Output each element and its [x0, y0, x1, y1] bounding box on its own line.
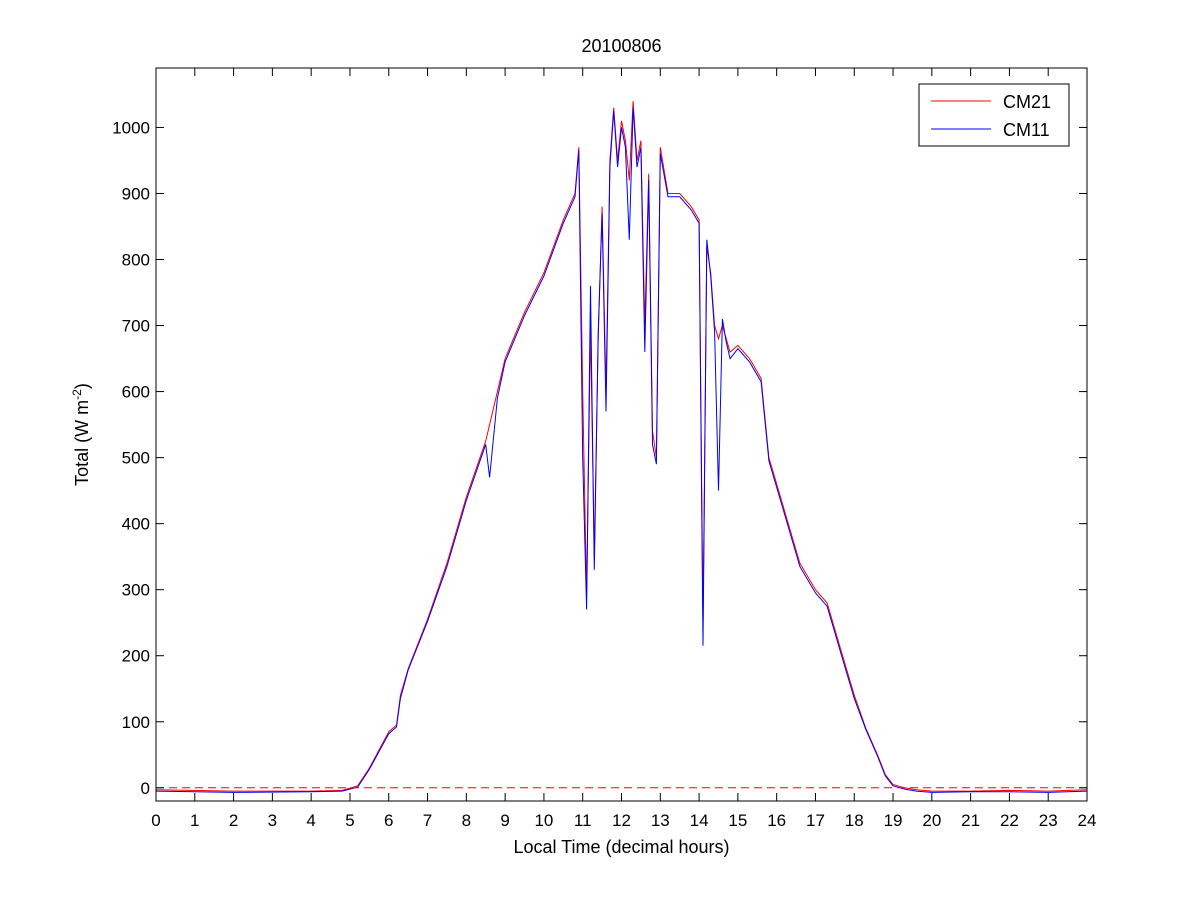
y-tick-label: 400: [122, 515, 150, 534]
x-tick-label: 5: [345, 811, 354, 830]
x-tick-label: 7: [423, 811, 432, 830]
x-tick-label: 23: [1039, 811, 1058, 830]
y-tick-label: 800: [122, 251, 150, 270]
x-tick-label: 17: [806, 811, 825, 830]
legend: CM21 CM11: [918, 83, 1070, 147]
x-tick-label: 21: [961, 811, 980, 830]
x-tick-label: 8: [462, 811, 471, 830]
x-tick-label: 1: [190, 811, 199, 830]
x-tick-label: 3: [268, 811, 277, 830]
y-tick-label: 200: [122, 647, 150, 666]
y-axis-label: Total (W m-2): [70, 383, 92, 486]
x-tick-label: 12: [612, 811, 631, 830]
y-tick-label: 500: [122, 449, 150, 468]
x-axis-ticks: 0 1 2 3 4 5 6 7 8 9 10 11 12 13 14 15 16 17 18 19 20 21 22 23 24: [151, 68, 1096, 830]
y-tick-label: 0: [141, 779, 150, 798]
plot-area: [156, 68, 1087, 801]
series-line-cm21: [155, 100, 1088, 792]
x-tick-label: 0: [151, 811, 160, 830]
series-layer: [155, 100, 1088, 793]
x-tick-label: 9: [500, 811, 509, 830]
x-tick-label: 11: [574, 811, 592, 830]
x-tick-label: 10: [534, 811, 553, 830]
chart-title: 20100806: [581, 36, 661, 56]
x-tick-label: 14: [690, 811, 709, 830]
x-tick-label: 15: [728, 811, 747, 830]
y-axis-label-close: ): [72, 383, 92, 389]
y-tick-label: 700: [122, 317, 150, 336]
y-tick-label: 600: [122, 383, 150, 402]
y-axis-ticks: 0 100 200 300 400 500 600 700 800 900 1000: [112, 118, 1087, 798]
y-tick-label: 300: [122, 581, 150, 600]
y-tick-label: 100: [122, 713, 150, 732]
y-axis-label-superscript: -2: [70, 389, 84, 400]
series-line-cm11: [155, 107, 1088, 793]
legend-box: [918, 83, 1070, 147]
x-tick-label: 16: [767, 811, 786, 830]
x-tick-label: 24: [1078, 811, 1097, 830]
x-tick-label: 19: [884, 811, 903, 830]
x-axis-label: Local Time (decimal hours): [513, 837, 729, 857]
x-tick-label: 4: [306, 811, 315, 830]
y-tick-label: 1000: [112, 118, 150, 137]
x-tick-label: 13: [651, 811, 670, 830]
x-tick-label: 18: [845, 811, 864, 830]
legend-label-cm21: CM21: [1003, 92, 1051, 112]
x-tick-label: 20: [922, 811, 941, 830]
x-tick-label: 6: [384, 811, 393, 830]
x-tick-label: 2: [229, 811, 238, 830]
x-tick-label: 22: [1000, 811, 1019, 830]
y-axis-label-main: Total (W m: [72, 400, 92, 486]
legend-label-cm11: CM11: [1003, 120, 1050, 140]
y-tick-label: 900: [122, 184, 150, 203]
